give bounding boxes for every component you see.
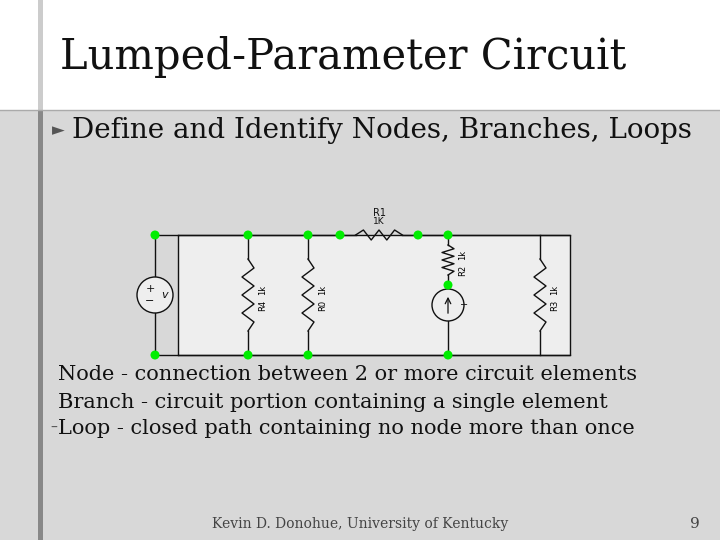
- Circle shape: [243, 231, 253, 240]
- Text: Define and Identify Nodes, Branches, Loops: Define and Identify Nodes, Branches, Loo…: [72, 117, 692, 144]
- Bar: [38, 0, 43, 110]
- Text: R0: R0: [318, 300, 327, 310]
- Bar: [178, 235, 570, 355]
- Text: Kevin D. Donohue, University of Kentucky: Kevin D. Donohue, University of Kentucky: [212, 517, 508, 531]
- Text: 1k: 1k: [458, 250, 467, 260]
- Circle shape: [444, 350, 452, 360]
- Text: R1: R1: [372, 208, 385, 218]
- Bar: [38, 110, 43, 540]
- Circle shape: [413, 231, 423, 240]
- Circle shape: [304, 231, 312, 240]
- Text: 1K: 1K: [373, 217, 384, 226]
- Text: +: +: [145, 284, 155, 294]
- Bar: [0, 0, 720, 110]
- Text: R2: R2: [458, 265, 467, 275]
- Circle shape: [444, 280, 452, 289]
- Text: ►: ►: [52, 121, 65, 139]
- Circle shape: [150, 350, 160, 360]
- Bar: [0, 110, 720, 540]
- Circle shape: [304, 350, 312, 360]
- Text: Lumped-Parameter Circuit: Lumped-Parameter Circuit: [60, 36, 626, 78]
- Text: Loop - closed path containing no node more than once: Loop - closed path containing no node mo…: [58, 418, 635, 437]
- Circle shape: [432, 289, 464, 321]
- Text: R4: R4: [258, 300, 267, 310]
- Text: 9: 9: [690, 517, 700, 531]
- Text: 1k: 1k: [318, 285, 327, 295]
- Text: –: –: [50, 421, 57, 435]
- Text: 1k: 1k: [550, 285, 559, 295]
- Circle shape: [243, 350, 253, 360]
- Text: Node - connection between 2 or more circuit elements: Node - connection between 2 or more circ…: [58, 366, 637, 384]
- Circle shape: [336, 231, 344, 240]
- Text: R3: R3: [550, 299, 559, 310]
- Text: 1k: 1k: [258, 285, 267, 295]
- Text: −: −: [145, 296, 155, 306]
- Text: v: v: [162, 290, 168, 300]
- Circle shape: [137, 277, 173, 313]
- Text: Branch - circuit portion containing a single element: Branch - circuit portion containing a si…: [58, 393, 608, 411]
- Circle shape: [150, 231, 160, 240]
- Circle shape: [444, 231, 452, 240]
- Text: −: −: [460, 300, 468, 310]
